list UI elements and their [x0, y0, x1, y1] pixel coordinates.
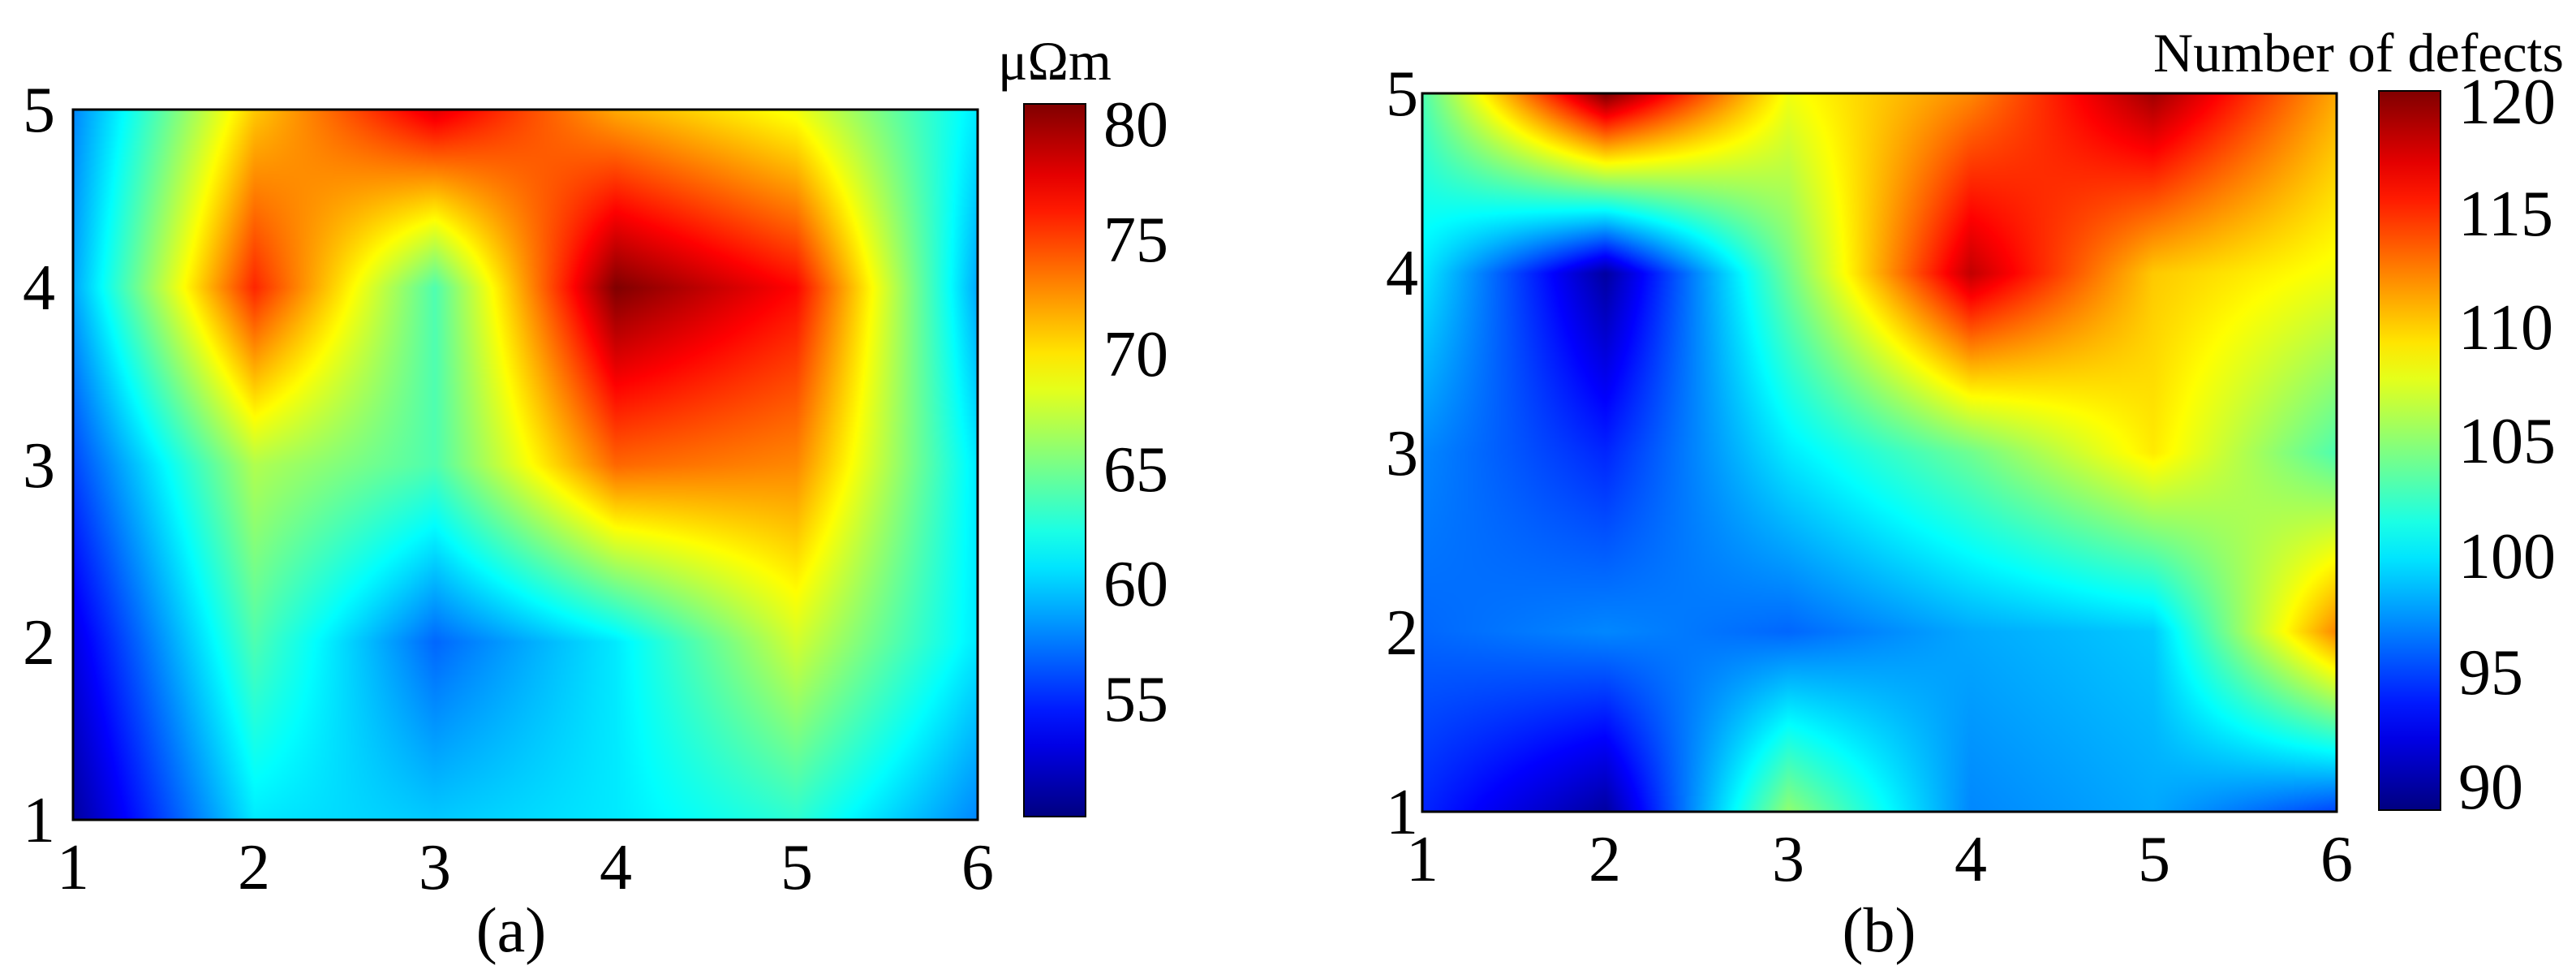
y-tick-b-3: 3: [1386, 418, 1418, 489]
y-tick-a-1: 1: [23, 785, 55, 856]
colorbar-tick-a-55: 55: [1103, 664, 1168, 735]
colorbar-strip-b: [2378, 90, 2441, 811]
y-tick-a-2: 2: [23, 607, 55, 679]
colorbar-a: μΩm 80 75 70 65 60 55: [998, 30, 1168, 817]
colorbar-strip-a: [1023, 103, 1086, 817]
x-axis-b: 1 2 3 4 5 6: [1406, 824, 2353, 895]
heatmap-image-b: [1422, 93, 2337, 812]
colorbar-label-a: μΩm: [998, 30, 1112, 92]
colorbar-tick-a-60: 60: [1103, 549, 1168, 620]
x-tick-b-1: 1: [1406, 824, 1439, 895]
x-tick-b-2: 2: [1589, 824, 1621, 895]
panel-b: 1 2 3 4 5 6 1 2 3 4 5 Number of defects …: [1386, 22, 2564, 965]
x-tick-b-6: 6: [2320, 824, 2353, 895]
y-tick-b-2: 2: [1386, 597, 1418, 669]
colorbar-tick-b-90: 90: [2458, 752, 2523, 823]
y-tick-b-1: 1: [1386, 777, 1418, 848]
colorbar-tick-a-75: 75: [1103, 205, 1168, 276]
colorbar-tick-a-65: 65: [1103, 434, 1168, 506]
colorbar-tick-a-70: 70: [1103, 319, 1168, 390]
x-tick-b-5: 5: [2138, 824, 2170, 895]
heatmap-image-a: [73, 110, 978, 820]
colorbar-tick-b-105: 105: [2458, 406, 2556, 477]
colorbar-label-b: Number of defects: [2153, 22, 2564, 84]
x-tick-a-3: 3: [419, 832, 451, 903]
x-tick-a-1: 1: [57, 832, 89, 903]
x-tick-b-4: 4: [1955, 824, 1987, 895]
x-tick-a-2: 2: [238, 832, 270, 903]
y-tick-b-5: 5: [1386, 58, 1418, 130]
plot-frame-b: [1421, 92, 2338, 813]
plot-frame-a: [71, 108, 979, 821]
panel-label-b: (b): [1843, 895, 1916, 965]
y-tick-a-5: 5: [23, 75, 55, 146]
y-tick-b-4: 4: [1386, 238, 1418, 309]
heatmap-a: [71, 108, 979, 821]
x-tick-a-5: 5: [781, 832, 813, 903]
y-axis-a: 1 2 3 4 5: [23, 75, 55, 856]
x-tick-a-4: 4: [600, 832, 632, 903]
y-tick-a-3: 3: [23, 430, 55, 502]
colorbar-tick-b-115: 115: [2458, 179, 2553, 250]
panel-label-a: (a): [476, 895, 547, 965]
panel-a: 1 2 3 4 5 6 1 2 3 4 5 μΩm 80 75 70 65 60: [23, 30, 1168, 965]
colorbar-tick-b-110: 110: [2458, 292, 2553, 364]
heatmap-b: [1421, 92, 2338, 813]
y-tick-a-4: 4: [23, 252, 55, 324]
colorbar-tick-a-80: 80: [1103, 89, 1168, 161]
x-tick-a-6: 6: [961, 832, 994, 903]
colorbar-b: Number of defects 120 115 110 105 100 95…: [2153, 22, 2564, 823]
colorbar-tick-b-100: 100: [2458, 521, 2556, 593]
x-axis-a: 1 2 3 4 5 6: [57, 832, 994, 903]
colorbar-tick-b-120: 120: [2458, 67, 2556, 138]
y-axis-b: 1 2 3 4 5: [1386, 58, 1418, 848]
colorbar-tick-b-95: 95: [2458, 637, 2523, 709]
x-tick-b-3: 3: [1772, 824, 1804, 895]
